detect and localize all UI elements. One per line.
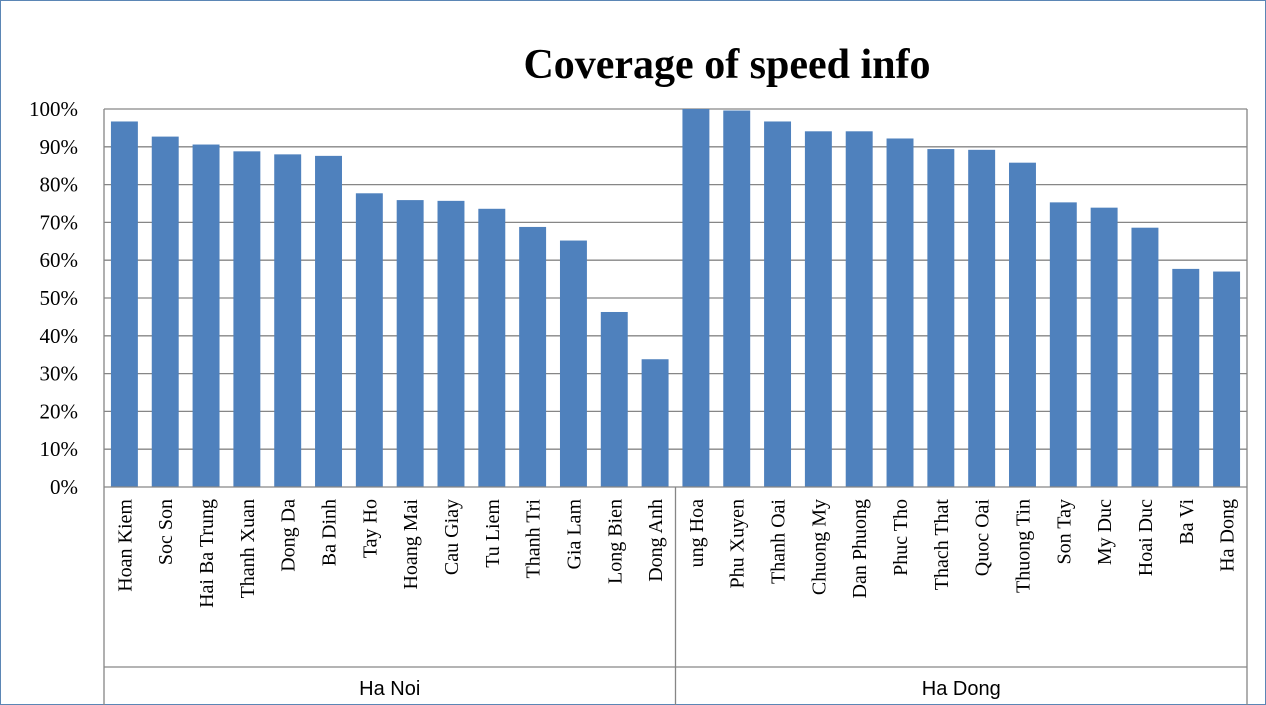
bar — [600, 311, 628, 487]
x-tick-label: Thach That — [931, 499, 953, 591]
axes — [103, 109, 1248, 705]
x-tick-label: Thanh Oai — [768, 499, 790, 584]
x-tick-label: Hoan Kiem — [114, 499, 136, 592]
bar — [110, 121, 138, 487]
x-tick-label: Hoai Duc — [1135, 499, 1157, 576]
x-tick-label: Long Bien — [604, 499, 626, 584]
y-tick-label: 70% — [40, 210, 79, 234]
x-tick-label: Thanh Tri — [523, 499, 545, 579]
x-tick-label: Phuc Tho — [890, 499, 912, 576]
bar — [151, 136, 179, 487]
x-tick-label: Tay Ho — [359, 499, 381, 558]
y-tick-label: 100% — [29, 97, 78, 121]
bar — [559, 240, 587, 487]
y-tick-label: 80% — [40, 173, 79, 197]
x-tick-label: Thuong Tin — [1012, 499, 1034, 593]
x-tick-label: Dan Phuong — [849, 499, 871, 598]
y-tick-label: 10% — [40, 437, 79, 461]
x-tick-label: Dong Anh — [645, 499, 667, 582]
y-axis-ticks: 0% 10% 20% 30% 40% 50% 60% 70% 80% 90% 100% — [29, 97, 78, 499]
bar — [804, 131, 832, 487]
x-group-label: Ha Dong — [922, 678, 1001, 700]
x-axis-categories: Hoan Kiem Soc Son Hai Ba Trung Thanh Xuan Do… — [114, 499, 1238, 608]
x-tick-label: Hoang Mai — [400, 499, 422, 590]
y-tick-label: 20% — [40, 399, 79, 423]
bars — [110, 109, 1241, 488]
x-tick-label: Son Tay — [1053, 499, 1075, 564]
bar — [478, 208, 506, 488]
bar — [927, 149, 955, 487]
bar — [192, 144, 220, 488]
x-tick-label: Thanh Xuan — [237, 499, 259, 598]
bar — [519, 226, 547, 487]
y-tick-label: 0% — [50, 475, 78, 499]
bar — [315, 155, 342, 487]
x-tick-label: Phu Xuyen — [727, 499, 749, 588]
bar — [1172, 268, 1200, 487]
y-tick-label: 40% — [40, 324, 79, 348]
bar — [355, 193, 383, 487]
bar — [1049, 202, 1077, 487]
x-tick-label: Ba Dinh — [319, 499, 341, 566]
bar — [274, 154, 302, 488]
x-tick-label: Chuong My — [808, 499, 830, 595]
bar — [396, 200, 424, 487]
x-tick-label: Gia Lam — [563, 499, 585, 570]
bar — [845, 131, 873, 487]
bar — [886, 138, 914, 487]
bar — [1009, 162, 1036, 487]
x-group-label: Ha Noi — [359, 678, 420, 700]
y-tick-label: 30% — [40, 362, 79, 386]
x-tick-label: Cau Giay — [441, 499, 463, 575]
bar — [764, 121, 792, 487]
x-tick-label: Soc Son — [155, 499, 177, 565]
bar — [1213, 271, 1241, 487]
x-tick-label: Quoc Oai — [972, 499, 994, 577]
y-tick-label: 50% — [40, 286, 79, 310]
bar — [682, 109, 710, 487]
x-tick-label: Tu Liem — [482, 499, 504, 568]
bar — [968, 149, 996, 487]
y-tick-label: 90% — [40, 135, 79, 159]
x-tick-label: ung Hoa — [686, 499, 708, 567]
x-tick-label: Ha Dong — [1217, 499, 1239, 572]
x-axis-groups: Ha Noi Ha Dong — [359, 678, 1001, 700]
bar — [437, 200, 465, 487]
x-tick-label: Hai Ba Trung — [196, 499, 218, 608]
chart-title: Coverage of speed info — [523, 42, 930, 88]
bar — [1131, 227, 1159, 487]
bar — [233, 151, 261, 487]
bar — [723, 110, 751, 488]
y-tick-label: 60% — [40, 248, 79, 272]
x-tick-label: My Duc — [1094, 499, 1116, 565]
bar — [1090, 207, 1118, 487]
bar — [641, 359, 669, 487]
x-tick-label: Dong Da — [278, 499, 300, 572]
x-tick-label: Ba Vi — [1176, 499, 1198, 545]
